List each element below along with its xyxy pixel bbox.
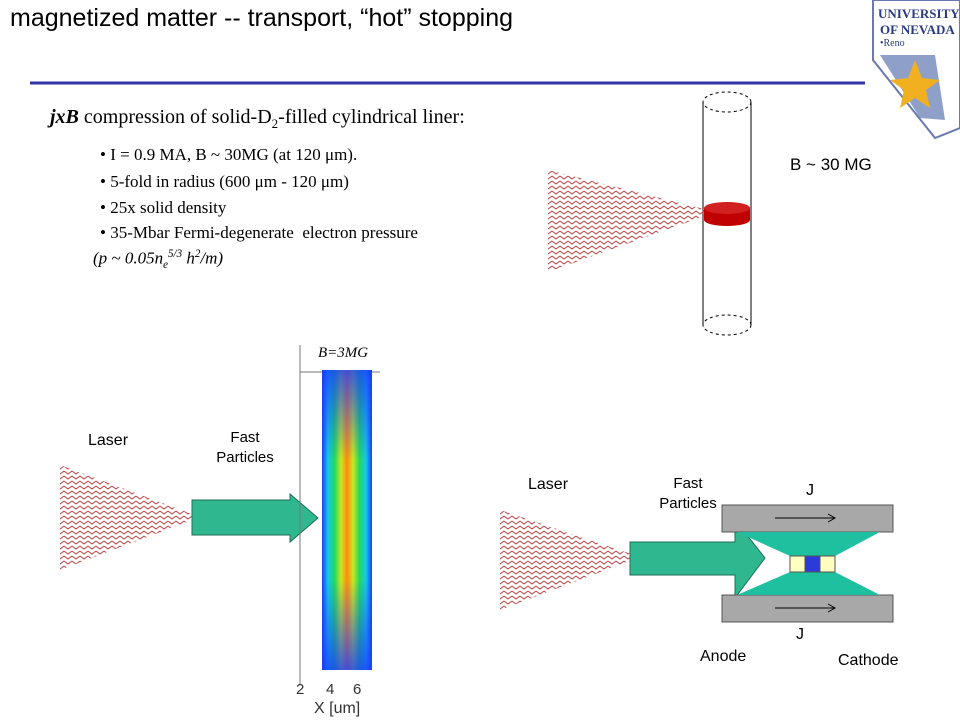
field-label: B ~ 30 MG (790, 155, 872, 174)
formula-sup: 2 (194, 248, 201, 260)
heading: jxB compression of solid-D2-filled cylin… (50, 106, 465, 132)
bullet: • I = 0.9 MA, B ~ 30MG (at 120 μm). (100, 145, 358, 164)
bullet: • 25x solid density (100, 198, 227, 217)
cathode-label: Cathode (838, 652, 899, 669)
laser-cone (60, 465, 200, 570)
laser-label: Laser (88, 432, 129, 449)
density-map-edge (322, 370, 372, 670)
logo-text: OF NEVADA (880, 22, 955, 37)
formula-part: /m) (200, 248, 224, 268)
compressed-disk-bottom (704, 214, 750, 226)
pressure-formula: (p ~ 0.05ne5/3 h2/m) (93, 248, 223, 271)
bullet: • 5-fold in radius (600 μm - 120 μm) (100, 172, 349, 191)
axis-tick: 6 (353, 681, 362, 698)
laser-label: Laser (528, 476, 569, 493)
particle-arrow (629, 518, 766, 600)
laser-cone (500, 510, 640, 610)
logo-text: UNIVERSITY (878, 6, 960, 21)
heading-bold: jxB (50, 106, 79, 128)
logo-text: •Reno (880, 38, 905, 49)
target (789, 555, 806, 573)
current-arrows (775, 513, 837, 613)
particles-label: Fast Particles (216, 429, 274, 466)
title: magnetized matter -- transport, “hot” st… (10, 4, 514, 32)
electrode-cone (737, 572, 880, 595)
compressed-disk-top (704, 202, 750, 214)
electrode-cone (737, 532, 880, 556)
axis-label: X [um] (314, 700, 361, 717)
heading-sub: 2 (271, 116, 279, 131)
laser-cone (548, 170, 716, 272)
logo-star (890, 60, 940, 108)
formula-part: h (182, 248, 195, 268)
bullet: • 35-Mbar Fermi-degenerate electron pres… (100, 223, 418, 242)
axis-tick: 2 (296, 681, 305, 698)
field-label: B=3MG (318, 345, 369, 361)
current-label: J (796, 626, 804, 643)
target (819, 555, 836, 573)
formula-part: (p ~ 0.05n (93, 248, 164, 268)
target (804, 555, 821, 573)
heading-text: -filled cylindrical liner: (278, 106, 465, 128)
particles-label: Fast Particles (659, 475, 717, 512)
particle-arrow (191, 492, 319, 544)
formula-sup: 5/3 (168, 248, 183, 260)
axis-tick: 4 (326, 681, 335, 698)
heading-text: compression of solid-D (78, 106, 272, 128)
current-label: J (806, 482, 814, 499)
anode-label: Anode (700, 648, 747, 665)
formula-sub: e (163, 259, 169, 272)
